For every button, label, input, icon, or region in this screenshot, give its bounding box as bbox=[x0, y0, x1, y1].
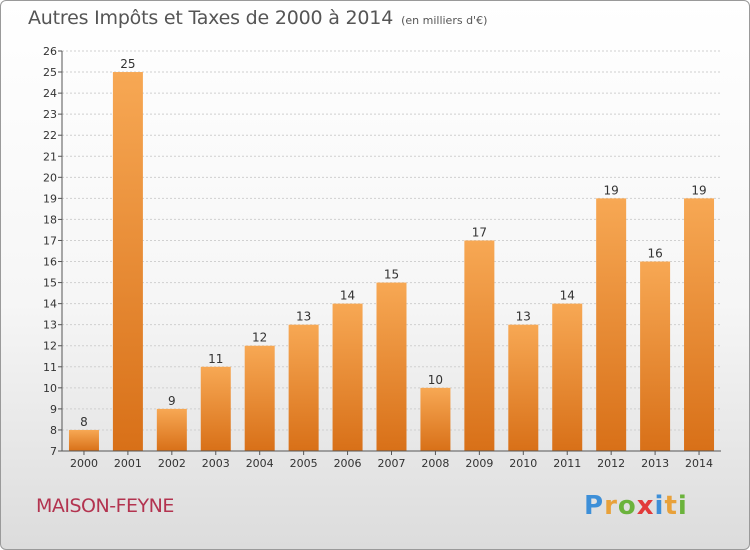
y-tick-label: 22 bbox=[43, 129, 57, 142]
y-tick-label: 25 bbox=[43, 66, 57, 79]
x-tick-label: 2008 bbox=[421, 457, 449, 470]
y-tick-label: 26 bbox=[43, 45, 57, 58]
proxiti-logo: Proxiti bbox=[584, 491, 688, 521]
x-tick-label: 2004 bbox=[246, 457, 274, 470]
bars bbox=[68, 72, 715, 451]
data-label: 10 bbox=[428, 373, 443, 387]
y-tick-label: 24 bbox=[43, 87, 57, 100]
bar bbox=[112, 72, 143, 451]
data-label: 19 bbox=[604, 183, 619, 197]
x-tick-label: 2005 bbox=[290, 457, 318, 470]
bar bbox=[684, 198, 715, 451]
bar bbox=[288, 324, 319, 451]
x-tick-label: 2007 bbox=[378, 457, 406, 470]
logo-letter: i bbox=[677, 491, 688, 521]
y-tick-label: 10 bbox=[43, 382, 57, 395]
y-tick-label: 23 bbox=[43, 108, 57, 121]
bar bbox=[68, 429, 99, 451]
y-tick-label: 18 bbox=[43, 213, 57, 226]
data-label: 15 bbox=[384, 268, 399, 282]
y-tick-label: 12 bbox=[43, 340, 57, 353]
logo-letter: o bbox=[617, 491, 637, 521]
bar bbox=[376, 282, 407, 451]
bar bbox=[200, 366, 231, 451]
bar bbox=[332, 303, 363, 451]
data-label: 8 bbox=[80, 415, 88, 429]
labels: 7 8 9 10 11 12 13 14 15 16 17 18 19 20 21 22 23 24 25 26 8 20… bbox=[43, 45, 713, 470]
x-tick-label: 2013 bbox=[641, 457, 669, 470]
y-tick-label: 8 bbox=[50, 424, 57, 437]
y-tick-label: 7 bbox=[50, 445, 57, 458]
data-label: 14 bbox=[560, 289, 575, 303]
data-label: 13 bbox=[296, 310, 311, 324]
data-label: 25 bbox=[120, 57, 135, 71]
logo-letter: t bbox=[664, 491, 678, 521]
x-tick-label: 2012 bbox=[597, 457, 625, 470]
x-tick-label: 2009 bbox=[465, 457, 493, 470]
x-tick-label: 2001 bbox=[114, 457, 142, 470]
logo-letter: i bbox=[654, 491, 665, 521]
chart-title: Autres Impôts et Taxes de 2000 à 2014 bbox=[28, 7, 394, 29]
logo-letter: r bbox=[604, 491, 618, 521]
x-tick-label: 2003 bbox=[202, 457, 230, 470]
bar bbox=[244, 345, 275, 451]
x-tick-label: 2010 bbox=[509, 457, 537, 470]
data-label: 11 bbox=[208, 352, 223, 366]
x-tick-label: 2006 bbox=[334, 457, 362, 470]
data-label: 16 bbox=[647, 247, 662, 261]
y-tick-label: 16 bbox=[43, 256, 57, 269]
bar bbox=[464, 240, 495, 451]
bar bbox=[596, 198, 627, 451]
bar bbox=[552, 303, 583, 451]
data-label: 12 bbox=[252, 331, 267, 345]
data-label: 17 bbox=[472, 225, 487, 239]
data-label: 9 bbox=[168, 394, 176, 408]
x-tick-label: 2002 bbox=[158, 457, 186, 470]
chart-subtitle: (en milliers d'€) bbox=[401, 14, 488, 27]
y-tick-label: 20 bbox=[43, 171, 57, 184]
bar bbox=[420, 387, 451, 451]
axes bbox=[58, 50, 721, 455]
data-label: 19 bbox=[691, 183, 706, 197]
x-tick-label: 2014 bbox=[685, 457, 713, 470]
y-tick-label: 11 bbox=[43, 361, 57, 374]
y-tick-label: 14 bbox=[43, 298, 57, 311]
bar bbox=[640, 261, 671, 451]
bar bbox=[508, 324, 539, 451]
bar bbox=[156, 408, 187, 451]
x-tick-label: 2011 bbox=[553, 457, 581, 470]
y-tick-label: 15 bbox=[43, 277, 57, 290]
y-tick-label: 21 bbox=[43, 150, 57, 163]
y-tick-label: 13 bbox=[43, 319, 57, 332]
y-tick-label: 9 bbox=[50, 403, 57, 416]
logo-letter: P bbox=[584, 491, 605, 521]
y-tick-label: 17 bbox=[43, 234, 57, 247]
x-tick-label: 2000 bbox=[70, 457, 98, 470]
title-row: Autres Impôts et Taxes de 2000 à 2014 (en… bbox=[28, 7, 487, 29]
data-label: 13 bbox=[516, 310, 531, 324]
logo-letter: x bbox=[636, 491, 655, 521]
data-label: 14 bbox=[340, 289, 355, 303]
town-name: MAISON-FEYNE bbox=[36, 495, 174, 517]
y-tick-label: 19 bbox=[43, 192, 57, 205]
